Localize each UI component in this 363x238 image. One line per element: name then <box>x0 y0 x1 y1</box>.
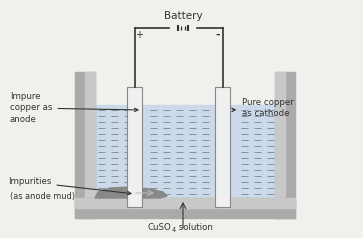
Text: Impurities: Impurities <box>8 178 131 195</box>
Bar <box>275 72 285 218</box>
Bar <box>127 87 142 207</box>
Text: CuSO: CuSO <box>148 223 172 233</box>
Text: 4: 4 <box>172 227 176 233</box>
Polygon shape <box>95 187 167 198</box>
Text: (as anode mud): (as anode mud) <box>10 192 75 200</box>
Text: +: + <box>135 30 143 40</box>
Text: Impure
copper as
anode: Impure copper as anode <box>10 92 138 124</box>
Bar <box>75 198 295 218</box>
Text: -: - <box>215 30 220 40</box>
Text: solution: solution <box>176 223 213 233</box>
Bar <box>215 87 230 207</box>
Bar <box>75 72 95 218</box>
Bar <box>85 72 95 218</box>
Text: Pure copper
as cathode: Pure copper as cathode <box>232 98 294 118</box>
Bar <box>75 198 295 208</box>
Bar <box>95 105 275 198</box>
Text: Battery: Battery <box>164 11 202 21</box>
Bar <box>275 72 295 218</box>
